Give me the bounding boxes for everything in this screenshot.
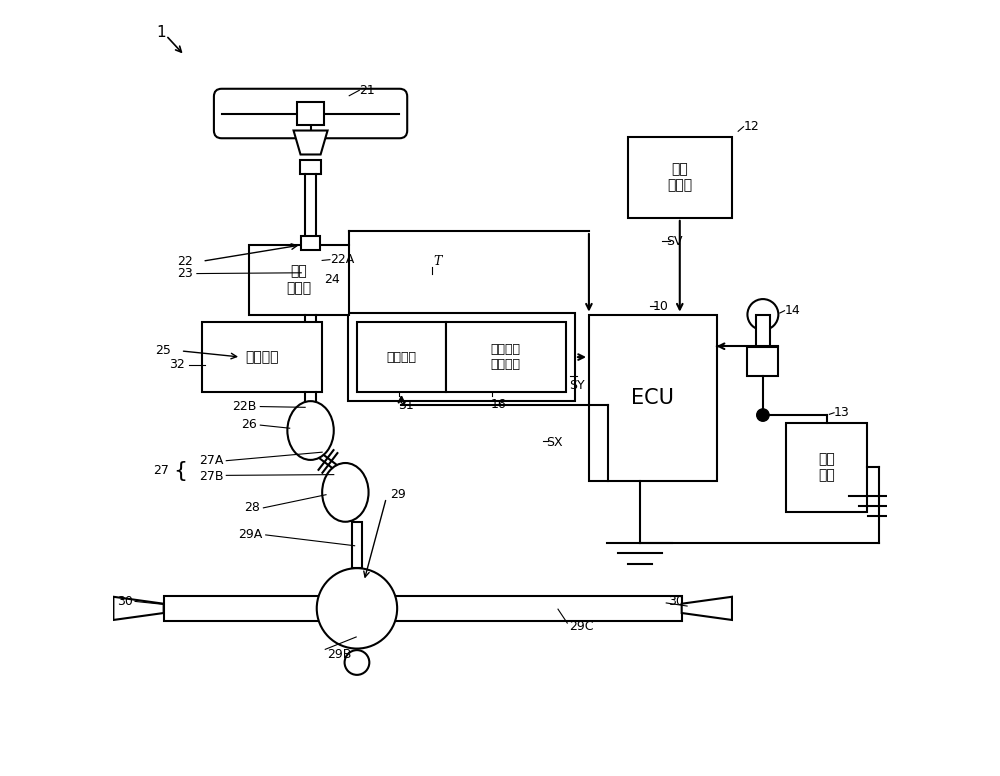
Text: 22A: 22A: [330, 253, 354, 266]
Text: T: T: [434, 255, 442, 268]
Circle shape: [345, 650, 369, 675]
Text: 27: 27: [153, 464, 169, 477]
Polygon shape: [294, 130, 328, 154]
FancyBboxPatch shape: [214, 88, 407, 138]
Text: 22: 22: [177, 255, 193, 268]
Bar: [352, 521, 362, 568]
Text: 22B: 22B: [232, 400, 256, 413]
Text: 减速装置: 减速装置: [245, 350, 279, 364]
Bar: [589, 314, 717, 481]
Text: SX: SX: [546, 435, 563, 449]
Text: 27B: 27B: [199, 469, 223, 483]
Text: {: {: [174, 461, 188, 481]
Text: 13: 13: [834, 407, 850, 419]
Bar: [297, 102, 324, 125]
Bar: [756, 314, 770, 349]
Bar: [747, 347, 778, 376]
Bar: [249, 245, 349, 314]
Text: 28: 28: [244, 501, 260, 514]
Text: 25: 25: [156, 345, 171, 358]
Text: 电动马达: 电动马达: [386, 351, 416, 364]
Text: 电源
装置: 电源 装置: [818, 452, 835, 483]
Text: 16: 16: [491, 398, 506, 411]
Text: ECU: ECU: [631, 388, 674, 407]
Text: SV: SV: [666, 234, 683, 248]
Bar: [786, 423, 867, 511]
Bar: [357, 322, 446, 392]
Text: 32: 32: [170, 359, 185, 371]
Polygon shape: [113, 597, 164, 620]
Text: 车速
传感器: 车速 传感器: [667, 162, 692, 192]
Text: 31: 31: [398, 399, 414, 412]
Bar: [348, 313, 575, 401]
Circle shape: [757, 409, 769, 421]
Text: 29: 29: [390, 488, 406, 501]
Ellipse shape: [322, 463, 369, 521]
Text: 27A: 27A: [199, 454, 223, 467]
Bar: [446, 322, 566, 392]
Text: 29A: 29A: [238, 528, 263, 542]
Ellipse shape: [287, 401, 334, 460]
Bar: [628, 137, 732, 218]
Bar: [300, 160, 321, 174]
Text: 26: 26: [241, 417, 256, 431]
Bar: [164, 596, 682, 621]
Text: 1: 1: [157, 25, 166, 40]
Text: 扭矩
传感器: 扭矩 传感器: [286, 265, 312, 295]
Polygon shape: [682, 597, 732, 620]
Circle shape: [747, 299, 778, 330]
Text: 23: 23: [177, 267, 193, 280]
Bar: [202, 322, 322, 392]
Text: 10: 10: [653, 300, 669, 314]
Text: 30: 30: [669, 595, 684, 608]
Text: 29B: 29B: [327, 648, 351, 661]
Text: 24: 24: [324, 273, 339, 286]
Text: 14: 14: [785, 304, 800, 317]
Text: 29C: 29C: [570, 620, 594, 632]
Text: 旋转角度
传感器部: 旋转角度 传感器部: [491, 343, 521, 371]
Text: 30: 30: [117, 595, 133, 608]
Text: SY: SY: [570, 379, 585, 392]
Circle shape: [317, 568, 397, 649]
Text: 21: 21: [359, 84, 375, 97]
Bar: [301, 237, 320, 251]
Text: 12: 12: [744, 120, 759, 133]
